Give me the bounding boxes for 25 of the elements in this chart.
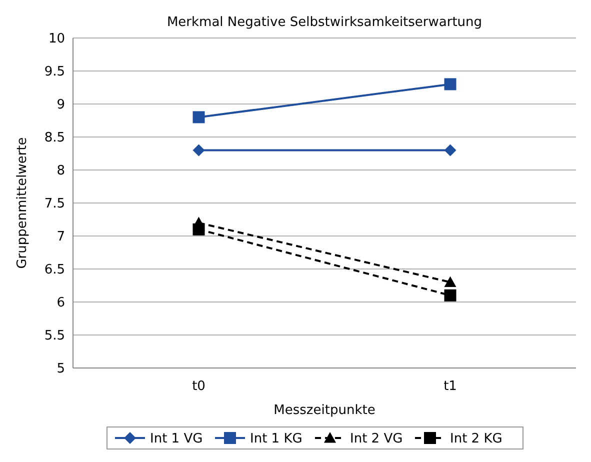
x-tick-label: t1 — [444, 379, 457, 394]
legend-label: Int 2 KG — [450, 432, 502, 447]
y-axis-title: Gruppenmittelwerte — [15, 137, 30, 269]
y-tick-label: 7 — [56, 230, 65, 245]
y-tick-label: 5 — [56, 362, 65, 377]
chart-title: Merkmal Negative Selbstwirksamkeitserwartung — [166, 15, 482, 30]
point — [192, 111, 205, 124]
x-tick-label: t0 — [192, 379, 206, 394]
x-axis-title: Messzeitpunkte — [274, 403, 376, 418]
legend-label: Int 1 KG — [250, 432, 302, 447]
legend-label: Int 2 VG — [350, 432, 403, 447]
point — [444, 78, 456, 90]
y-tick-label: 6 — [56, 296, 65, 311]
point — [192, 144, 205, 156]
y-tick-label: 5.5 — [44, 328, 65, 344]
y-tick-label: 9.5 — [44, 64, 65, 80]
y-tick-label: 6.5 — [44, 262, 65, 278]
point — [444, 289, 456, 302]
y-tick-label: 7.5 — [44, 196, 65, 212]
legend-label: Int 1 VG — [150, 432, 203, 447]
y-tick-label: 8 — [56, 164, 65, 179]
y-tick-label: 8.5 — [44, 130, 65, 146]
point — [444, 144, 456, 156]
y-tick-label: 10 — [48, 32, 65, 47]
y-tick-label: 9 — [56, 98, 65, 113]
